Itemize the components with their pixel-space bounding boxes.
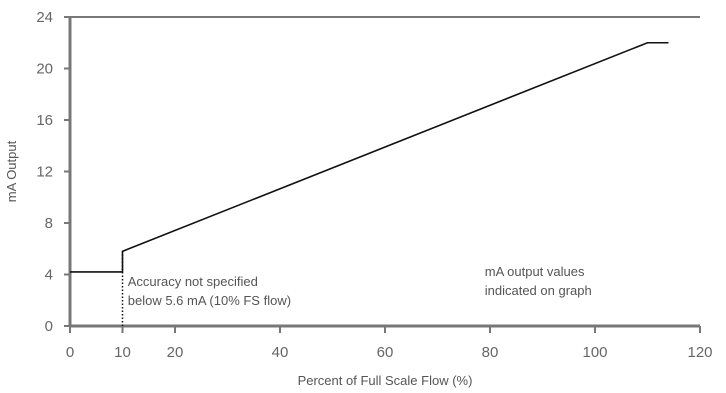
annotation-values-line-2: indicated on graph [485,283,592,298]
y-tick-label-24: 24 [36,9,53,26]
x-tick-label-40: 40 [272,344,289,361]
y-tick-label-16: 16 [36,112,53,129]
y-tick-label-20: 20 [36,61,53,78]
annotation-values-line-1: mA output values [485,264,585,279]
y-tick-label-4: 4 [45,267,53,284]
y-tick-label-12: 12 [36,164,53,181]
x-tick-label-100: 100 [582,344,607,361]
x-axis-ticks: 0 10 20 40 60 80 100 120 [66,326,713,361]
annotation-accuracy-line-1: Accuracy not specified [128,274,258,289]
x-tick-label-10: 10 [114,344,131,361]
x-axis-label: Percent of Full Scale Flow (%) [298,373,473,388]
x-tick-label-60: 60 [377,344,394,361]
y-tick-label-8: 8 [45,215,53,232]
x-tick-label-0: 0 [66,344,74,361]
x-tick-label-120: 120 [687,344,712,361]
x-tick-label-20: 20 [167,344,184,361]
y-axis-label: mA Output [4,140,19,202]
y-axis-ticks: 0 4 8 12 16 20 24 [36,9,70,335]
y-tick-label-0: 0 [45,318,53,335]
x-tick-label-80: 80 [482,344,499,361]
ma-output-series-line [70,41,669,273]
annotation-accuracy-line-2: below 5.6 mA (10% FS flow) [128,293,291,308]
